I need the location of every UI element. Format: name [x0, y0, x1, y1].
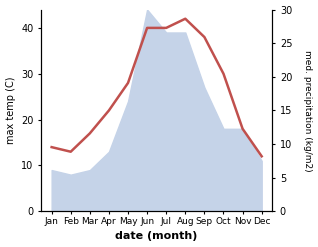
X-axis label: date (month): date (month): [115, 231, 198, 242]
Y-axis label: max temp (C): max temp (C): [5, 77, 16, 144]
Y-axis label: med. precipitation (kg/m2): med. precipitation (kg/m2): [303, 50, 313, 171]
